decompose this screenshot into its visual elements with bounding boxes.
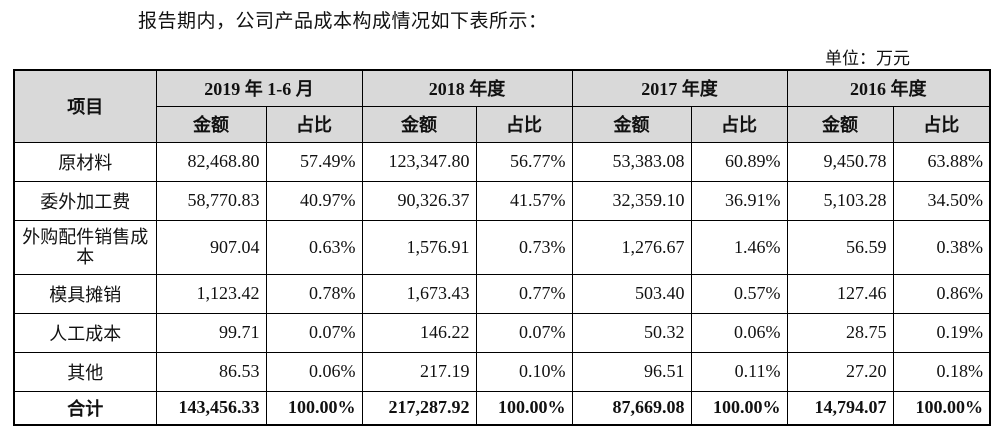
ratio-cell: 100.00%: [690, 390, 788, 426]
amount-cell: 56.59: [786, 219, 894, 275]
row-item-label: 人工成本: [13, 312, 157, 353]
ratio-cell: 100.00%: [475, 390, 573, 426]
ratio-cell: 1.46%: [690, 219, 788, 275]
amount-cell: 123,347.80: [361, 141, 477, 182]
ratio-cell: 41.57%: [475, 180, 573, 221]
ratio-cell: 0.19%: [892, 312, 991, 353]
ratio-cell: 100.00%: [892, 390, 991, 426]
amount-header: 金额: [786, 105, 894, 143]
amount-cell: 217.19: [361, 351, 477, 392]
row-item-label: 合计: [13, 390, 157, 426]
ratio-cell: 0.07%: [475, 312, 573, 353]
table-row: 人工成本 99.71 0.07% 146.22 0.07% 50.32 0.06% 28.75…: [13, 312, 991, 353]
table-row: 委外加工费 58,770.83 40.97% 90,326.37 41.57% 32,35…: [13, 180, 991, 221]
row-item-label: 外购配件销售成本: [13, 219, 157, 275]
table-row: 外购配件销售成本 907.04 0.63% 1,576.91 0.73% 1,276.67…: [13, 219, 991, 275]
amount-cell: 99.71: [155, 312, 267, 353]
amount-cell: 53,383.08: [571, 141, 692, 182]
table-row: 其他 86.53 0.06% 217.19 0.10% 96.51 0.11% 27.20 0.…: [13, 351, 991, 392]
ratio-header: 占比: [892, 105, 991, 143]
ratio-cell: 0.18%: [892, 351, 991, 392]
amount-cell: 86.53: [155, 351, 267, 392]
amount-cell: 32,359.10: [571, 180, 692, 221]
ratio-cell: 0.11%: [690, 351, 788, 392]
ratio-cell: 57.49%: [265, 141, 363, 182]
ratio-cell: 0.77%: [475, 273, 573, 314]
ratio-cell: 60.89%: [690, 141, 788, 182]
amount-cell: 1,123.42: [155, 273, 267, 314]
amount-cell: 146.22: [361, 312, 477, 353]
amount-cell: 58,770.83: [155, 180, 267, 221]
amount-cell: 5,103.28: [786, 180, 894, 221]
amount-header: 金额: [155, 105, 267, 143]
ratio-cell: 0.38%: [892, 219, 991, 275]
amount-cell: 143,456.33: [155, 390, 267, 426]
amount-cell: 9,450.78: [786, 141, 894, 182]
amount-cell: 907.04: [155, 219, 267, 275]
amount-cell: 127.46: [786, 273, 894, 314]
ratio-cell: 0.07%: [265, 312, 363, 353]
ratio-cell: 0.63%: [265, 219, 363, 275]
period-header: 2017 年度: [571, 69, 788, 107]
ratio-header: 占比: [475, 105, 573, 143]
amount-cell: 50.32: [571, 312, 692, 353]
header-row-subcolumns: 金额 占比 金额 占比 金额 占比 金额 占比: [14, 105, 991, 143]
ratio-cell: 0.06%: [690, 312, 788, 353]
ratio-cell: 63.88%: [892, 141, 991, 182]
ratio-cell: 0.06%: [265, 351, 363, 392]
intro-paragraph: 报告期内，公司产品成本构成情况如下表所示：: [138, 10, 548, 32]
ratio-cell: 0.10%: [475, 351, 573, 392]
ratio-cell: 0.57%: [690, 273, 788, 314]
ratio-cell: 0.73%: [475, 219, 573, 275]
table-row: 模具摊销 1,123.42 0.78% 1,673.43 0.77% 503.40 0.57…: [13, 273, 991, 314]
ratio-header: 占比: [690, 105, 788, 143]
row-item-label: 其他: [13, 351, 157, 392]
cost-composition-table: 项目 2019 年 1-6 月 2018 年度 2017 年度 2016 年度 …: [13, 69, 991, 426]
amount-cell: 27.20: [786, 351, 894, 392]
period-header: 2019 年 1-6 月: [155, 69, 363, 107]
ratio-cell: 0.86%: [892, 273, 991, 314]
ratio-cell: 40.97%: [265, 180, 363, 221]
amount-cell: 14,794.07: [786, 390, 894, 426]
amount-cell: 217,287.92: [361, 390, 477, 426]
ratio-cell: 34.50%: [892, 180, 991, 221]
amount-cell: 90,326.37: [361, 180, 477, 221]
item-column-header: 项目: [13, 69, 157, 143]
table-row: 原材料 82,468.80 57.49% 123,347.80 56.77% 53,383…: [13, 141, 991, 182]
amount-cell: 1,576.91: [361, 219, 477, 275]
amount-cell: 503.40: [571, 273, 692, 314]
amount-cell: 82,468.80: [155, 141, 267, 182]
amount-cell: 28.75: [786, 312, 894, 353]
row-item-label: 原材料: [13, 141, 157, 182]
row-item-label: 委外加工费: [13, 180, 157, 221]
amount-cell: 1,673.43: [361, 273, 477, 314]
total-row: 合计 143,456.33 100.00% 217,287.92 100.00% 87,6…: [13, 390, 991, 426]
ratio-header: 占比: [265, 105, 363, 143]
amount-header: 金额: [361, 105, 477, 143]
ratio-cell: 0.78%: [265, 273, 363, 314]
amount-cell: 87,669.08: [571, 390, 692, 426]
ratio-cell: 36.91%: [690, 180, 788, 221]
period-header: 2018 年度: [361, 69, 573, 107]
period-header: 2016 年度: [786, 69, 991, 107]
amount-cell: 96.51: [571, 351, 692, 392]
amount-cell: 1,276.67: [571, 219, 692, 275]
unit-label: 单位：万元: [825, 49, 910, 69]
header-row-periods: 项目 2019 年 1-6 月 2018 年度 2017 年度 2016 年度: [13, 69, 991, 143]
amount-header: 金额: [571, 105, 692, 143]
row-item-label: 模具摊销: [13, 273, 157, 314]
ratio-cell: 56.77%: [475, 141, 573, 182]
ratio-cell: 100.00%: [265, 390, 363, 426]
